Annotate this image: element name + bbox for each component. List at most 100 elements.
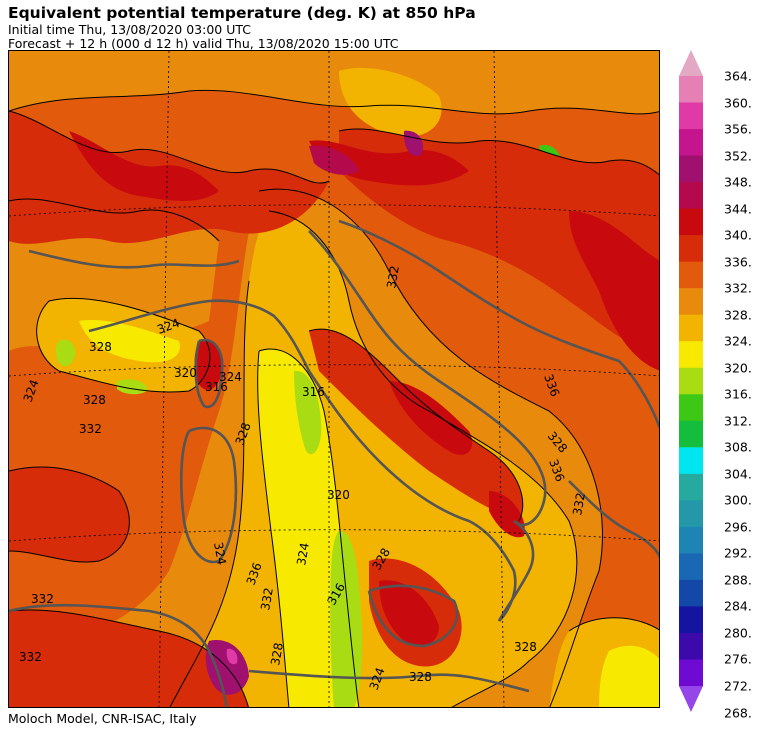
map-zone-336-sardinia — [9, 467, 130, 563]
contour-label: 332 — [258, 587, 276, 612]
contour-label: 328 — [409, 670, 432, 684]
coast-corsica — [194, 338, 224, 409]
colorbar-tick-label: 352. — [724, 148, 752, 164]
map-zone-340-sicily — [379, 580, 439, 646]
graticule — [9, 51, 659, 707]
border-alps — [28, 249, 240, 269]
map-zone-340-east — [569, 211, 659, 371]
map-zone-320-ligurian — [79, 320, 180, 363]
colorbar-swatch — [679, 208, 703, 236]
contour-label: 328 — [268, 642, 286, 667]
colorbar-tick-label: 320. — [724, 360, 752, 376]
colorbar-tick-label: 360. — [724, 95, 752, 111]
coast-libya — [248, 669, 530, 693]
contour-label: 324 — [211, 541, 229, 566]
colorbar-tick-label: 304. — [724, 466, 752, 482]
map-zone-336-africa — [9, 610, 249, 707]
contour-label: 316 — [205, 380, 228, 394]
colorbar-tick-label: 300. — [724, 492, 752, 508]
forecast-valid-label: Forecast + 12 h (000 d 12 h) valid Thu, … — [8, 36, 399, 51]
colorbar-swatch — [679, 526, 703, 554]
chart-title: Equivalent potential temperature (deg. K… — [8, 4, 476, 22]
colorbar-tick-label: 288. — [724, 572, 752, 588]
coast-balkans — [338, 219, 659, 430]
colorbar-swatch — [679, 76, 703, 104]
map-zone-316-gulf — [117, 379, 148, 395]
colorbar-swatch — [679, 553, 703, 581]
colorbar-tick-label: 324. — [724, 333, 752, 349]
colorbar-swatch — [679, 314, 703, 342]
map-zone-340-corsica — [194, 340, 223, 390]
contour-label: 328 — [514, 640, 537, 654]
coast-italy-west — [88, 299, 517, 622]
coast-calabria — [497, 519, 535, 622]
colorbar-swatch — [679, 659, 703, 687]
map-zone-328-north — [9, 51, 659, 114]
colorbar-tick-label: 292. — [724, 545, 752, 561]
colorbar-swatch — [679, 579, 703, 607]
colorbar-tick-label: 332. — [724, 280, 752, 296]
colorbar-tick-label: 344. — [724, 201, 752, 217]
colorbar-swatch — [679, 367, 703, 395]
coastlines — [9, 219, 659, 707]
contour-label: 328 — [89, 340, 112, 354]
map-zone-340-calabria — [489, 491, 525, 538]
colorbar-tick-label: 316. — [724, 386, 752, 402]
colorbar-swatch — [679, 500, 703, 528]
theta-e-map: 332 324 328 320 324 316 324 316 328 332 … — [8, 50, 660, 708]
map-zone-356-africa — [226, 648, 238, 665]
colorbar-tick-label: 312. — [724, 413, 752, 429]
colorbar-tick-label: 308. — [724, 439, 752, 455]
model-credit: Moloch Model, CNR-ISAC, Italy — [8, 711, 197, 726]
colorbar-tick-label: 296. — [724, 519, 752, 535]
colorbar-swatch — [679, 288, 703, 316]
coast-sicily — [367, 584, 459, 648]
colorbar-tick-label: 276. — [724, 651, 752, 667]
colorbar-tick-label: 272. — [724, 678, 752, 694]
contour-label: 324 — [294, 542, 312, 567]
contour-label: 324 — [219, 370, 242, 384]
colorbar-tick-label: 336. — [724, 254, 752, 270]
colorbar-swatch — [679, 420, 703, 448]
contour-label: 332 — [570, 492, 588, 517]
contour-label: 332 — [79, 422, 102, 436]
colorbar-tick-label: 280. — [724, 625, 752, 641]
colorbar-tick-label: 268. — [724, 705, 752, 721]
coast-italy-east — [308, 230, 547, 527]
contour-label: 320 — [327, 488, 350, 502]
map-zone-336-apennines — [309, 329, 523, 521]
colorbar-swatch — [679, 473, 703, 501]
colorbar-swatch — [679, 182, 703, 210]
colorbar — [679, 50, 703, 712]
coast-greece — [568, 480, 659, 559]
colorbar-tick-label: 348. — [724, 174, 752, 190]
colorbar-swatch — [679, 102, 703, 130]
map-zone-324-adriatic — [170, 211, 577, 707]
contour-label: 320 — [174, 366, 197, 380]
coast-sardinia — [179, 426, 238, 564]
coast-africa — [9, 603, 228, 707]
colorbar-swatch — [679, 50, 703, 76]
colorbar-swatch — [679, 261, 703, 289]
contour-label: 332 — [19, 650, 42, 664]
colorbar-swatch — [679, 394, 703, 422]
colorbar-swatch — [679, 155, 703, 183]
colorbar-swatch — [679, 235, 703, 263]
colorbar-tick-label: 284. — [724, 598, 752, 614]
map-zone-320-ionian — [599, 645, 659, 707]
colorbar-swatch — [679, 632, 703, 660]
map-zone-316-north — [294, 370, 322, 455]
colorbar-swatch — [679, 606, 703, 634]
colorbar-tick-label: 364. — [724, 68, 752, 84]
map-zone-344-alps — [309, 145, 359, 175]
map-zone-340-alps — [69, 131, 219, 201]
map-zone-316-south — [330, 530, 363, 707]
colorbar-tick-label: 340. — [724, 227, 752, 243]
contour-label: 316 — [302, 385, 325, 399]
map-zone-316-west — [55, 339, 76, 367]
colorbar-swatch — [679, 129, 703, 157]
colorbar-swatch — [679, 686, 703, 712]
map-zone-324-alps — [339, 67, 442, 137]
initial-time-label: Initial time Thu, 13/08/2020 03:00 UTC — [8, 22, 251, 37]
contour-label: 328 — [83, 393, 106, 407]
